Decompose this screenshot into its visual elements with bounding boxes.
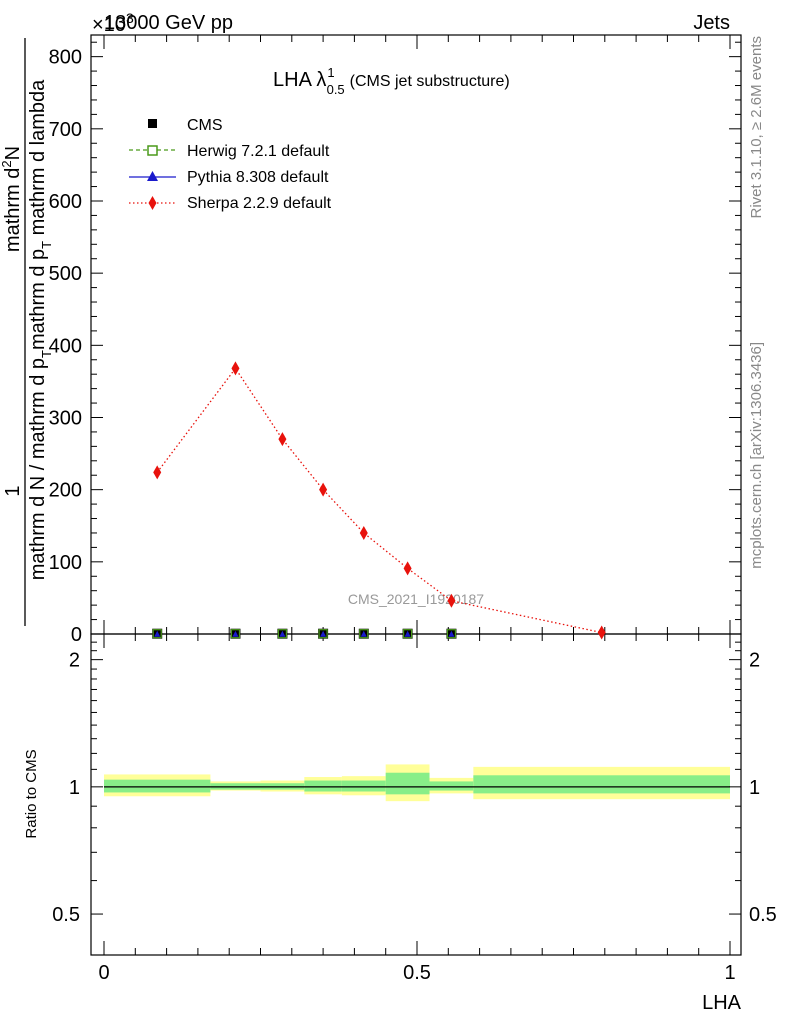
x-tick-label: 0.5 (403, 962, 431, 984)
sherpa-data-point (319, 482, 328, 497)
y-tick-label: 500 (49, 263, 82, 285)
ratio-tick-label-right: 2 (749, 650, 760, 672)
legend-label-herwig: Herwig 7.2.1 default (187, 143, 330, 160)
herwig-data-point (152, 629, 162, 639)
y-tick-label: 300 (49, 407, 82, 429)
ratio-tick-label-right: 0.5 (749, 904, 777, 926)
main-y-axis-label: 1 mathrm d2N mathrm d N / mathrm d pTmat… (0, 38, 54, 626)
ratio-band-inner (341, 780, 386, 792)
main-series (152, 361, 606, 640)
y-tick-label: 200 (49, 480, 82, 502)
pythia-data-point (279, 630, 286, 637)
ratio-band-inner (385, 772, 430, 795)
y-tick-label: 600 (49, 191, 82, 213)
pythia-data-point (360, 630, 367, 637)
chart-title: LHA λ1 0.5 (CMS jet substructure) (273, 65, 510, 97)
pythia-data-point (404, 630, 411, 637)
ratio-band-inner (429, 781, 474, 791)
sherpa-data-point (597, 625, 606, 640)
ratio-plot-frame (90, 633, 742, 956)
herwig-data-point (230, 629, 241, 639)
sherpa-series-line (156, 367, 602, 634)
y-tick-label: 0 (71, 624, 82, 646)
sherpa-data-point (447, 593, 456, 608)
legend: CMS Herwig 7.2.1 default Pythia 8.308 de… (129, 117, 332, 212)
pythia-data-point (154, 630, 161, 637)
herwig-data-point (403, 629, 413, 639)
y-tick-label: 800 (49, 47, 82, 69)
herwig-data-point (318, 629, 328, 639)
ratio-tick-label-right: 1 (749, 777, 760, 799)
ratio-band-inner (304, 780, 342, 792)
herwig-data-point (446, 629, 457, 639)
pythia-data-point (320, 630, 327, 637)
main-y-axis: 0 100 200 300 400 500 600 700 800 (49, 41, 741, 646)
legend-label-sherpa: Sherpa 2.2.9 default (187, 195, 332, 212)
pythia-data-point (232, 630, 239, 637)
x-tick-label: 1 (724, 962, 735, 984)
sherpa-data-point (359, 525, 368, 540)
ratio-tick-label: 2 (69, 650, 80, 672)
ratio-y-axis: 0.5 0.5 1 1 2 2 (52, 641, 777, 926)
legend-marker-sherpa (148, 196, 157, 210)
rivet-side-label: Rivet 3.1.10, ≥ 2.6M events (748, 36, 765, 219)
ratio-band-inner (104, 779, 211, 793)
legend-marker-pythia (147, 171, 158, 181)
legend-label-pythia: Pythia 8.308 default (187, 169, 329, 186)
x-axis-label: LHA (702, 992, 742, 1014)
ratio-tick-label: 1 (69, 777, 80, 799)
ratio-band-inner (473, 775, 730, 794)
sherpa-data-point (403, 561, 412, 576)
y-label-one: 1 (2, 485, 24, 496)
analysis-watermark: CMS_2021_I1920187 (348, 591, 484, 607)
mcplots-side-label: mcplots.cern.ch [arXiv:1306.3436] (748, 342, 765, 569)
x-tick-label: 0 (98, 962, 109, 984)
y-tick-label: 100 (49, 552, 82, 574)
sherpa-data-point (153, 465, 162, 480)
header-right-label: Jets (693, 12, 730, 34)
exponent-label: ×103 (92, 10, 134, 36)
y-tick-label: 700 (49, 119, 82, 141)
legend-marker-cms (148, 119, 157, 128)
ratio-y-axis-label: Ratio to CMS (23, 749, 40, 838)
legend-label-cms: CMS (187, 117, 223, 134)
legend-marker-herwig (147, 145, 158, 156)
herwig-data-point (359, 629, 369, 639)
y-label-denominator: mathrm d N / mathrm d pTmathrm d pT math… (27, 79, 54, 580)
y-label-numerator: mathrm d2N (0, 146, 24, 252)
ratio-tick-label: 0.5 (52, 904, 80, 926)
sherpa-data-point (278, 432, 287, 447)
sherpa-data-point (231, 361, 240, 376)
y-tick-label: 400 (49, 335, 82, 357)
pythia-data-point (448, 630, 455, 637)
herwig-data-point (277, 629, 288, 639)
ratio-bands (104, 764, 730, 802)
header-left-label: 13000 GeV pp (104, 12, 233, 34)
